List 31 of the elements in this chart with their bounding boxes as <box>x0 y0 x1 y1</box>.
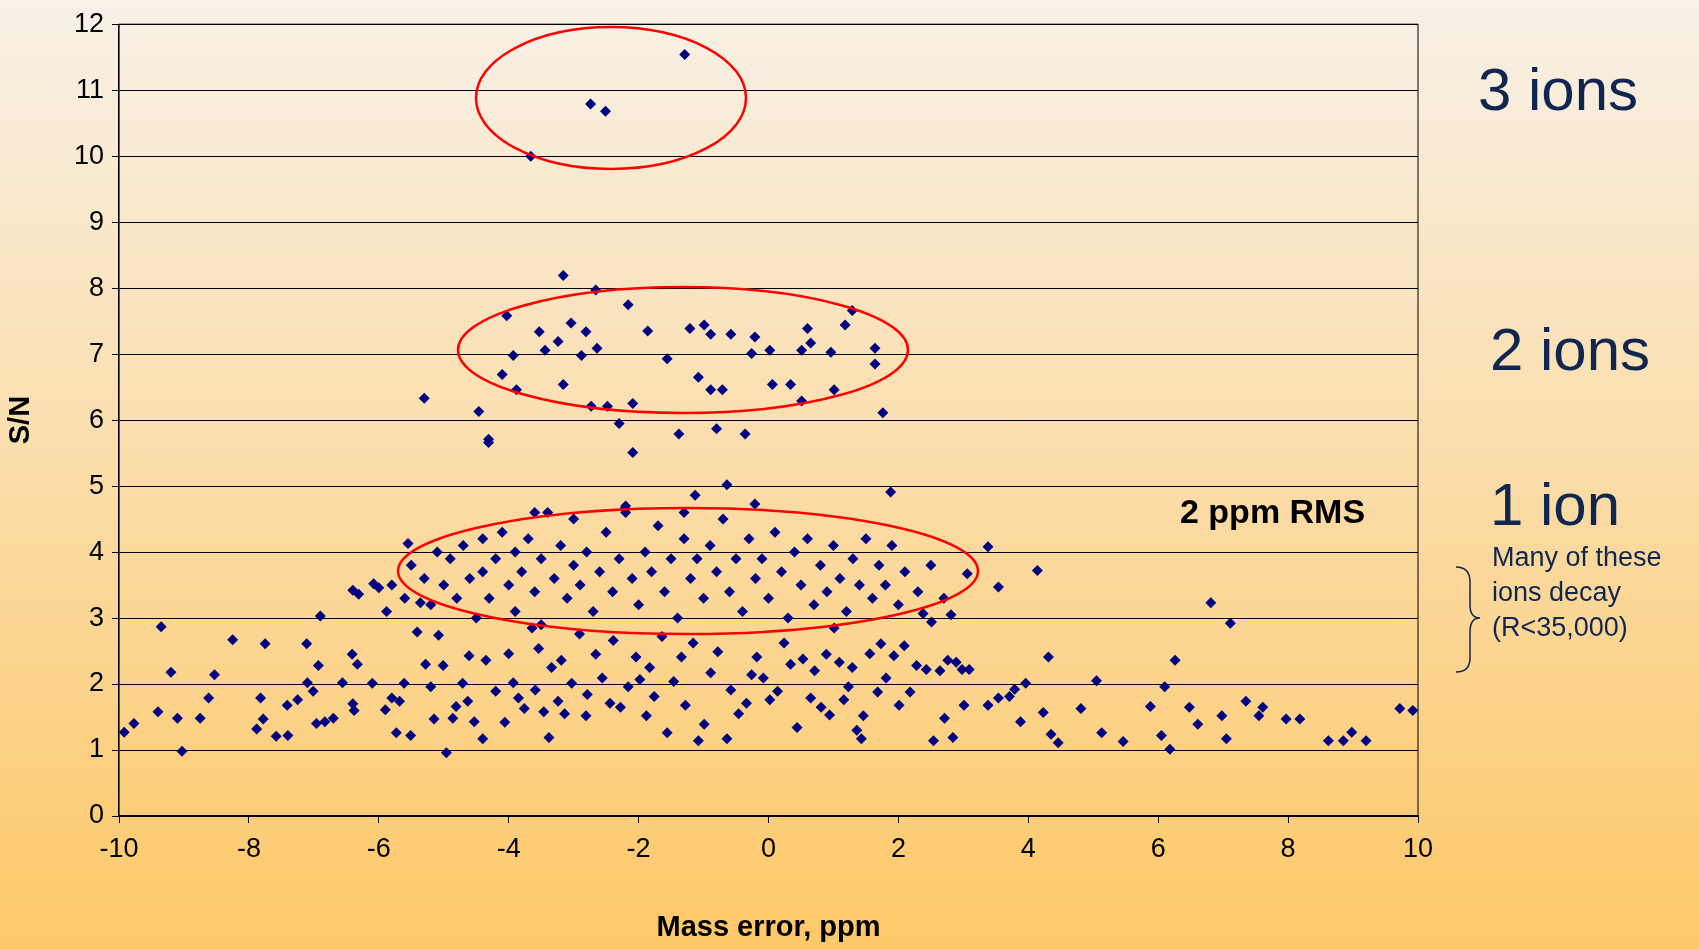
y-tick-label: 1 <box>88 733 104 764</box>
y-tick-label: 4 <box>88 535 104 566</box>
text: 3 ions <box>1478 55 1639 124</box>
x-tick-label: 8 <box>1280 832 1296 863</box>
x-tick-label: 2 <box>890 832 906 863</box>
y-tick-label: 10 <box>73 139 104 170</box>
x-axis-title: Mass error, ppm <box>656 909 881 942</box>
x-tick-label: 4 <box>1020 832 1036 863</box>
x-tick-label: -6 <box>366 832 391 863</box>
y-tick-label: 6 <box>88 403 104 434</box>
annotation: 2 ppm RMS <box>1180 492 1366 531</box>
y-tick-label: 5 <box>88 469 104 500</box>
y-tick-label: 3 <box>88 601 104 632</box>
x-tick-label: 6 <box>1150 832 1166 863</box>
x-tick-label: -8 <box>236 832 261 863</box>
x-tick-label: -2 <box>626 832 651 863</box>
y-tick-label: 7 <box>88 337 104 368</box>
y-tick-label: 2 <box>88 667 104 698</box>
y-tick-label: 11 <box>75 73 104 104</box>
y-tick-label: 12 <box>73 7 104 38</box>
x-tick-label: -4 <box>496 832 521 863</box>
text: Many of these ions decay (R<35,000) <box>1492 541 1663 645</box>
text: 1 ion <box>1490 470 1621 539</box>
y-tick-label: 8 <box>88 271 104 302</box>
text: 2 ions <box>1490 315 1651 384</box>
x-tick-label: 0 <box>760 832 777 863</box>
x-tick-label: -10 <box>99 832 139 863</box>
y-tick-label: 9 <box>88 205 104 236</box>
x-tick-label: 10 <box>1402 832 1434 863</box>
y-tick-label: 0 <box>88 799 104 830</box>
y-axis-title: S/N <box>3 395 36 445</box>
